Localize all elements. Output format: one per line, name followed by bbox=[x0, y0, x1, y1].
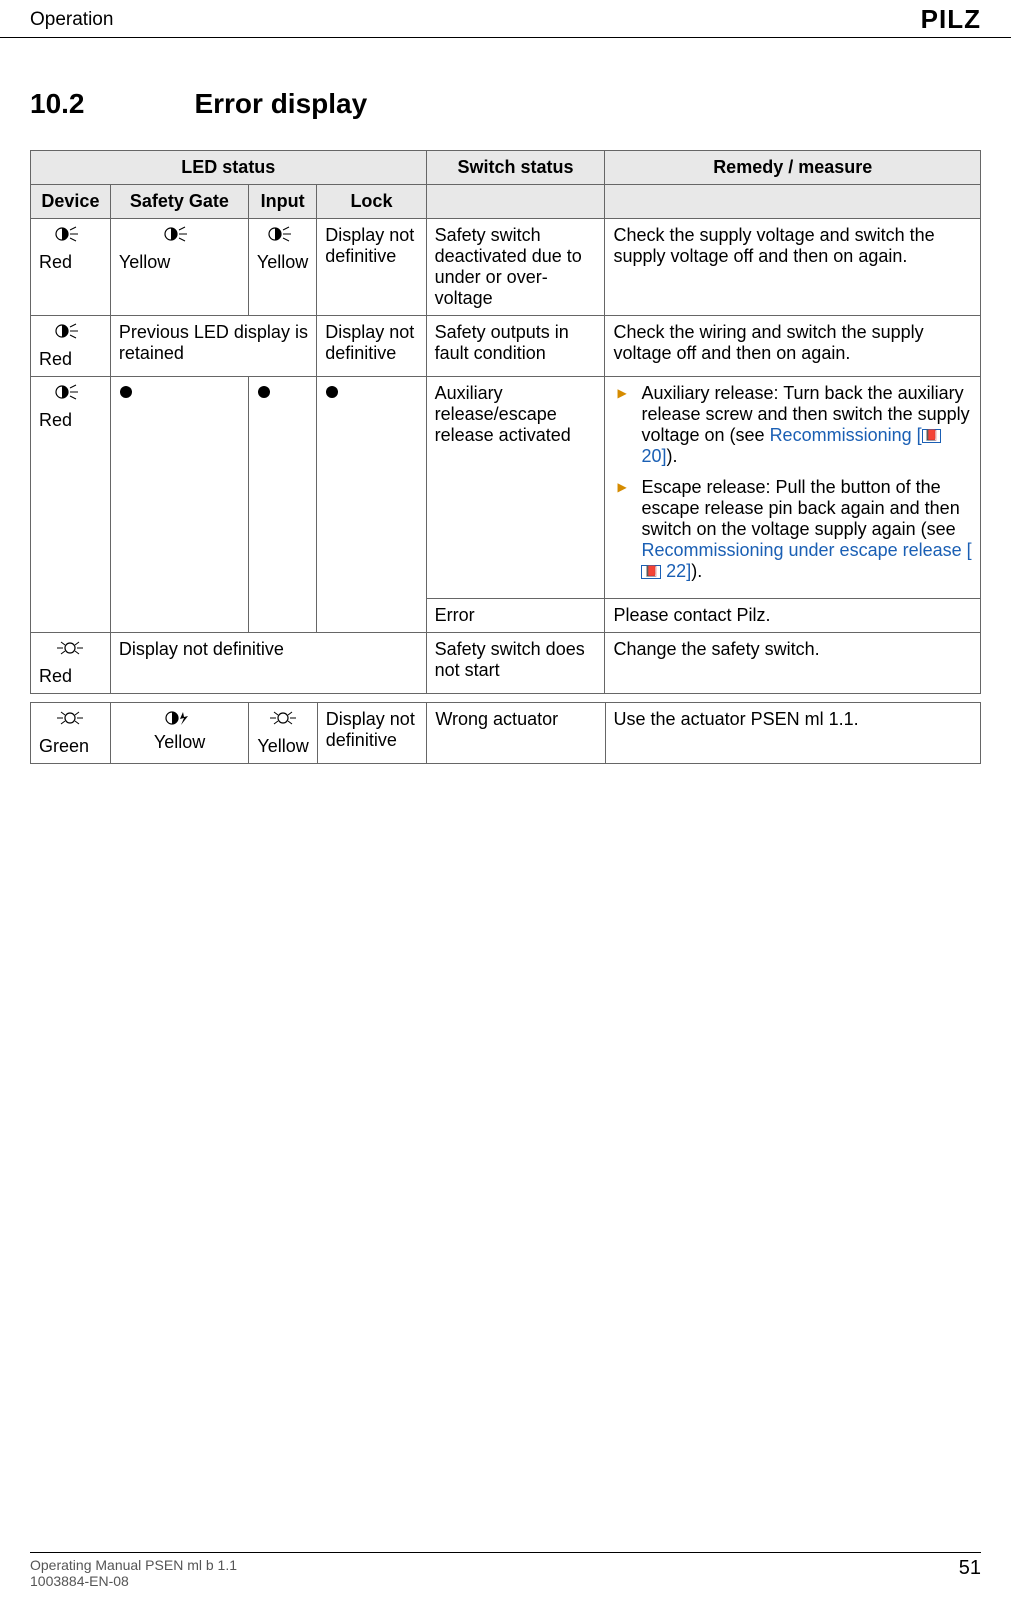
section-number: 10.2 bbox=[30, 88, 190, 120]
table-header-row-2: Device Safety Gate Input Lock bbox=[31, 185, 981, 219]
error-table: LED status Switch status Remedy / measur… bbox=[30, 150, 981, 694]
footer-page-number: 51 bbox=[959, 1557, 981, 1589]
th-lock: Lock bbox=[317, 185, 426, 219]
cell-remedy: Change the safety switch. bbox=[605, 633, 981, 694]
cell-switch-status: Wrong actuator bbox=[427, 703, 605, 764]
table-row: Green Yellow Yellow Display not definiti… bbox=[31, 703, 981, 764]
cell-safety-gate: Yellow bbox=[110, 219, 248, 316]
remedy-text: ). bbox=[691, 561, 702, 581]
list-item: Auxiliary release: Turn back the auxilia… bbox=[631, 383, 972, 467]
cell-device: Red bbox=[31, 377, 111, 633]
led-blink-icon bbox=[39, 322, 102, 345]
remedy-text: Escape release: Pull the button of the e… bbox=[641, 477, 959, 539]
device-color-label: Red bbox=[39, 252, 102, 273]
input-color-label: Yellow bbox=[257, 252, 308, 273]
led-on-icon bbox=[257, 383, 271, 403]
remedy-text: ). bbox=[667, 446, 678, 466]
book-icon: 📕 bbox=[922, 429, 942, 443]
cell-remedy: Use the actuator PSEN ml 1.1. bbox=[605, 703, 980, 764]
th-remedy-sub bbox=[605, 185, 981, 219]
cell-switch-status: Safety switch deactivated due to under o… bbox=[426, 219, 605, 316]
table-header-row-1: LED status Switch status Remedy / measur… bbox=[31, 151, 981, 185]
safety-gate-color-label: Yellow bbox=[154, 732, 205, 752]
cell-lock bbox=[317, 377, 426, 633]
cell-input: Yellow bbox=[248, 219, 316, 316]
th-device: Device bbox=[31, 185, 111, 219]
led-blink-icon bbox=[39, 225, 102, 248]
th-led-status: LED status bbox=[31, 151, 427, 185]
table-row: Red Display not definitive Safety switch… bbox=[31, 633, 981, 694]
table-row: Red Auxiliary release/escape release act… bbox=[31, 377, 981, 599]
led-flash-icon bbox=[39, 709, 102, 732]
list-item: Escape release: Pull the button of the e… bbox=[631, 477, 972, 582]
section-heading: 10.2 Error display bbox=[0, 38, 1011, 150]
cell-device: Red bbox=[31, 633, 111, 694]
remedy-list: Auxiliary release: Turn back the auxilia… bbox=[613, 383, 972, 582]
cell-switch-status: Safety outputs in fault condition bbox=[426, 316, 605, 377]
led-blink-bolt-icon bbox=[119, 709, 241, 732]
footer-doc-id: 1003884-EN-08 bbox=[30, 1573, 237, 1589]
book-icon: 📕 bbox=[641, 565, 661, 579]
th-switch-sub bbox=[426, 185, 605, 219]
cell-switch-status: Safety switch does not start bbox=[426, 633, 605, 694]
section-title: Error display bbox=[194, 88, 367, 119]
input-color-label: Yellow bbox=[257, 736, 308, 757]
footer-left: Operating Manual PSEN ml b 1.1 1003884-E… bbox=[30, 1557, 237, 1589]
cell-switch-status: Auxiliary release/escape release activat… bbox=[426, 377, 605, 599]
safety-gate-color-label: Yellow bbox=[119, 252, 240, 273]
led-blink-icon bbox=[39, 383, 102, 406]
cell-remedy: Auxiliary release: Turn back the auxilia… bbox=[605, 377, 981, 599]
top-bar: Operation PILZ bbox=[0, 0, 1011, 38]
th-switch-status: Switch status bbox=[426, 151, 605, 185]
cell-safety-gate-span: Display not definitive bbox=[110, 633, 426, 694]
device-color-label: Red bbox=[39, 666, 102, 687]
th-remedy: Remedy / measure bbox=[605, 151, 981, 185]
th-safety-gate: Safety Gate bbox=[110, 185, 248, 219]
led-blink-icon bbox=[119, 225, 240, 248]
cell-lock: Display not definitive bbox=[317, 703, 427, 764]
cell-remedy: Check the wiring and switch the supply v… bbox=[605, 316, 981, 377]
led-on-icon bbox=[325, 383, 339, 403]
footer-manual-title: Operating Manual PSEN ml b 1.1 bbox=[30, 1557, 237, 1573]
cell-input: Yellow bbox=[249, 703, 317, 764]
cell-input bbox=[248, 377, 316, 633]
cell-lock: Display not definitive bbox=[317, 316, 426, 377]
table-row: Red Previous LED display is retained Dis… bbox=[31, 316, 981, 377]
cell-device: Red bbox=[31, 316, 111, 377]
cell-lock: Display not definitive bbox=[317, 219, 426, 316]
device-color-label: Green bbox=[39, 736, 102, 757]
device-color-label: Red bbox=[39, 349, 102, 370]
cell-device: Green bbox=[31, 703, 111, 764]
header-section-label: Operation bbox=[30, 9, 113, 31]
th-input: Input bbox=[248, 185, 316, 219]
led-flash-icon bbox=[39, 639, 102, 662]
table-row: Red Yellow Yellow Display not definitive… bbox=[31, 219, 981, 316]
device-color-label: Red bbox=[39, 410, 102, 431]
cell-safety-gate-span: Previous LED display is retained bbox=[110, 316, 316, 377]
cell-switch-status: Error bbox=[426, 599, 605, 633]
led-blink-icon bbox=[257, 225, 308, 248]
cell-device: Red bbox=[31, 219, 111, 316]
page-container: Operation PILZ 10.2 Error display LED st… bbox=[0, 0, 1011, 1609]
led-flash-icon bbox=[257, 709, 308, 732]
error-table-2: Green Yellow Yellow Display not definiti… bbox=[30, 702, 981, 764]
cell-safety-gate bbox=[110, 377, 248, 633]
led-on-icon bbox=[119, 383, 133, 403]
cell-remedy: Check the supply voltage and switch the … bbox=[605, 219, 981, 316]
cell-safety-gate: Yellow bbox=[110, 703, 249, 764]
pilz-logo: PILZ bbox=[921, 4, 981, 35]
page-footer: Operating Manual PSEN ml b 1.1 1003884-E… bbox=[30, 1552, 981, 1589]
cell-remedy: Please contact Pilz. bbox=[605, 599, 981, 633]
